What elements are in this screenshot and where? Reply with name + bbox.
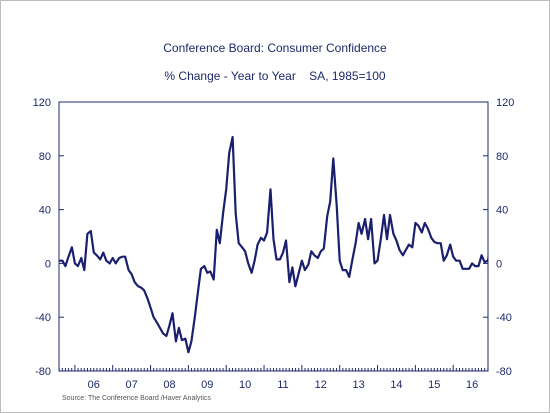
y-tick-label-right: 40 [496, 205, 508, 217]
x-tick-label: 15 [428, 379, 440, 391]
right-y-axis: 120 80 40 0 -40 -80 [483, 97, 514, 378]
y-tick-label-right: 0 [496, 258, 502, 270]
y-tick-label-left: -40 [35, 312, 51, 324]
source-note: Source: The Conference Board /Haver Anal… [62, 395, 211, 402]
x-tick-label: 12 [315, 379, 327, 391]
y-tick-label-left: 120 [33, 97, 51, 109]
x-tick-label: 11 [277, 379, 288, 391]
y-tick-label-left: 0 [45, 258, 51, 270]
y-tick-label-right: 120 [496, 97, 514, 109]
series-line [59, 135, 488, 354]
y-tick-label-left: 80 [39, 151, 51, 163]
x-tick-label: 06 [88, 379, 100, 391]
chart-subtitle: % Change - Year to Year SA, 1985=100 [164, 69, 386, 83]
x-tick-label: 10 [239, 379, 251, 391]
y-tick-label-right: -40 [496, 312, 512, 324]
y-tick-label-left: -80 [35, 366, 51, 378]
x-axis-labels: 06 07 08 09 10 11 12 13 14 15 16 [88, 379, 479, 391]
left-y-axis: 120 80 40 0 -40 -80 [33, 97, 64, 378]
x-tick-label: 16 [466, 379, 478, 391]
x-tick-label: 08 [163, 379, 175, 391]
y-tick-label-left: 40 [39, 205, 51, 217]
y-tick-label-right: 80 [496, 151, 508, 163]
chart-title: Conference Board: Consumer Confidence [163, 41, 387, 55]
x-axis [58, 365, 489, 371]
x-tick-label: 09 [201, 379, 213, 391]
x-tick-label: 13 [352, 379, 364, 391]
x-tick-label: 07 [126, 379, 138, 391]
x-tick-label: 14 [390, 379, 402, 391]
y-tick-label-right: -80 [496, 366, 512, 378]
